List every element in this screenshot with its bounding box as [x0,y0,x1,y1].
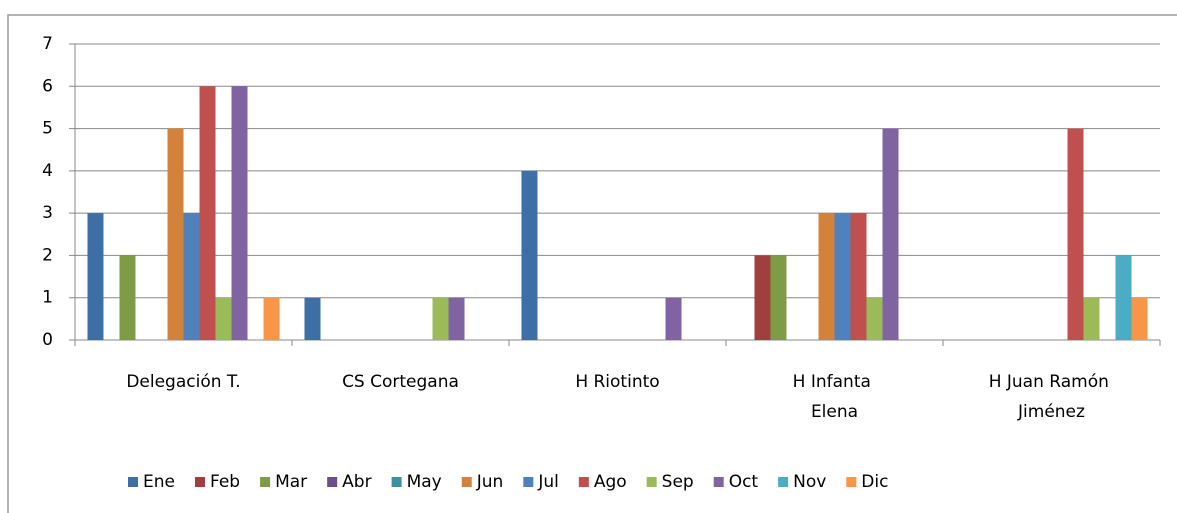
x-tick-label: H Riotinto [575,372,659,392]
legend-label: Jul [537,472,559,492]
bar [1067,128,1084,340]
bar [521,170,538,340]
legend-label: Oct [729,472,759,492]
bar [119,255,136,340]
legend-swatch [713,477,724,487]
bar [432,297,449,340]
x-tick-label: H Juan Ramón Jiménez [989,372,1115,422]
legend-swatch [523,477,534,487]
legend-swatch [578,477,589,487]
legend-swatch [194,477,205,487]
bar [882,128,899,340]
y-tick-label: 6 [42,76,53,96]
bar [1131,297,1148,340]
bar [199,86,216,341]
bar [1083,297,1100,340]
y-tick-label: 4 [42,161,53,181]
legend-label: Mar [275,472,307,492]
bar [754,255,771,340]
y-tick-label: 5 [42,119,53,139]
legend-swatch [646,477,657,487]
legend-label: Nov [793,472,826,492]
bar [818,213,835,340]
chart-border [7,14,1177,513]
legend-swatch [461,477,472,487]
bar [167,128,184,340]
bar [183,213,200,340]
legend-label: Jun [476,472,504,492]
legend-swatch [260,477,271,487]
bar [1115,255,1132,340]
bar [215,297,232,340]
bar [850,213,867,340]
legend-swatch [846,477,857,487]
bar [448,297,465,340]
legend-label: Feb [210,472,240,492]
legend-swatch [327,477,338,487]
bar [834,213,851,340]
legend-swatch [128,477,138,487]
x-tick-label: CS Cortegana [342,372,459,392]
bar [665,297,682,340]
legend-swatch [391,477,402,487]
bar [263,297,280,340]
bar [304,297,321,340]
legend-label: Dic [861,472,888,492]
legend-label: May [407,472,442,492]
legend-label: Ago [594,472,627,492]
y-tick-label: 0 [42,330,53,350]
legend-swatch [778,477,789,487]
legend-label: Sep [662,472,694,492]
x-tick-label: H Infanta Elena [793,372,877,422]
y-tick-label: 3 [42,203,53,223]
legend-label: Abr [342,472,371,492]
y-tick-label: 2 [42,245,53,265]
bar [866,297,883,340]
bar [770,255,787,340]
y-tick-label: 7 [42,34,53,54]
bar [87,213,104,340]
y-tick-label: 1 [42,288,53,308]
x-tick-label: Delegación T. [126,372,240,392]
legend-label: Ene [143,472,175,492]
bar [231,86,248,341]
